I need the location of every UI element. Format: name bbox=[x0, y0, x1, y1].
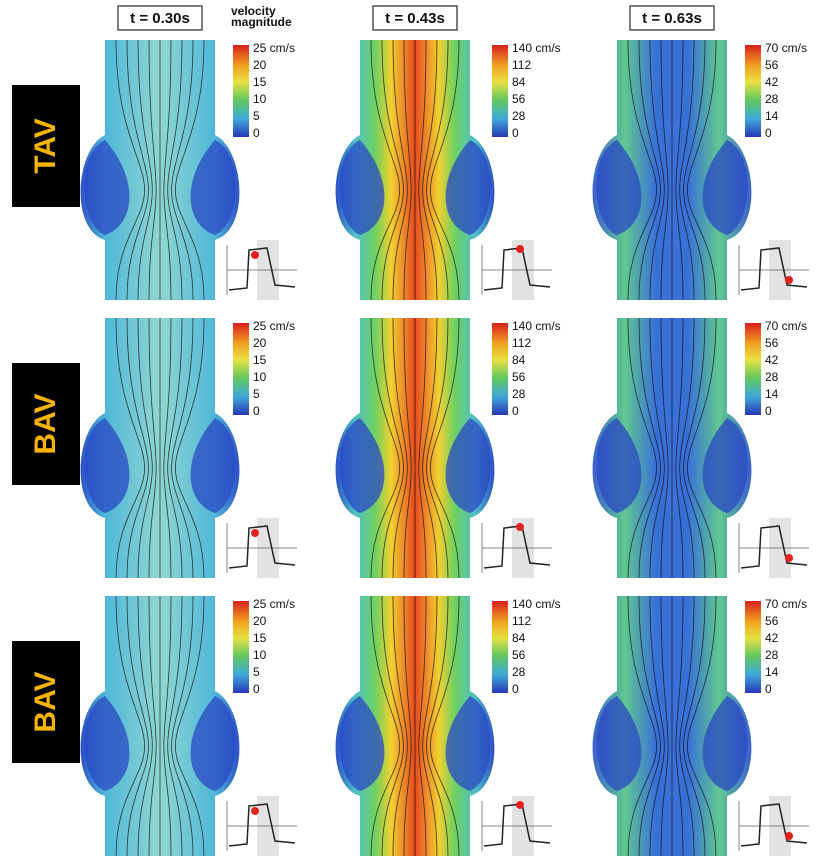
colorbar-tick: 0 bbox=[765, 404, 772, 418]
inset-marker bbox=[251, 529, 259, 537]
colorbar bbox=[233, 45, 249, 137]
column-header: t = 0.30s bbox=[130, 10, 190, 27]
colorbar-title: magnitude bbox=[231, 15, 292, 29]
colorbar-tick: 0 bbox=[512, 682, 519, 696]
inset-marker bbox=[785, 832, 793, 840]
colorbar-tick: 20 bbox=[253, 614, 267, 628]
colorbar-tick: 0 bbox=[765, 126, 772, 140]
colorbar bbox=[492, 601, 508, 693]
colorbar-tick: 25 cm/s bbox=[253, 597, 295, 611]
colorbar-tick: 0 bbox=[253, 126, 260, 140]
colorbar-tick: 10 bbox=[253, 92, 267, 106]
colorbar-tick: 10 bbox=[253, 370, 267, 384]
colorbar-tick: 5 bbox=[253, 665, 260, 679]
colorbar-tick: 28 bbox=[765, 648, 779, 662]
colorbar-tick: 14 bbox=[765, 109, 779, 123]
colorbar-tick: 56 bbox=[765, 58, 779, 72]
inset-marker bbox=[516, 245, 524, 253]
colorbar bbox=[745, 45, 761, 137]
column-header: t = 0.63s bbox=[642, 10, 702, 27]
colorbar-tick: 42 bbox=[765, 631, 779, 645]
inset-marker bbox=[516, 523, 524, 531]
colorbar-tick: 20 bbox=[253, 58, 267, 72]
colorbar-tick: 28 bbox=[512, 665, 526, 679]
colorbar-tick: 56 bbox=[765, 336, 779, 350]
colorbar bbox=[492, 323, 508, 415]
colorbar bbox=[233, 601, 249, 693]
colorbar-tick: 28 bbox=[765, 92, 779, 106]
inset-marker bbox=[516, 801, 524, 809]
colorbar bbox=[492, 45, 508, 137]
colorbar-tick: 14 bbox=[765, 387, 779, 401]
colorbar-tick: 112 bbox=[512, 336, 531, 350]
column-header: t = 0.43s bbox=[385, 10, 445, 27]
row-label: BAV bbox=[29, 393, 62, 454]
colorbar-tick: 56 bbox=[765, 614, 779, 628]
colorbar-tick: 0 bbox=[253, 404, 260, 418]
colorbar-tick: 56 bbox=[512, 370, 526, 384]
colorbar-tick: 15 bbox=[253, 631, 267, 645]
row-label: TAV bbox=[29, 118, 62, 174]
colorbar-tick: 25 cm/s bbox=[253, 319, 295, 333]
colorbar-tick: 56 bbox=[512, 648, 526, 662]
colorbar-tick: 25 cm/s bbox=[253, 41, 295, 55]
colorbar-tick: 84 bbox=[512, 631, 526, 645]
colorbar-tick: 0 bbox=[512, 126, 519, 140]
colorbar-tick: 14 bbox=[765, 665, 779, 679]
colorbar-tick: 0 bbox=[512, 404, 519, 418]
colorbar-tick: 15 bbox=[253, 353, 267, 367]
colorbar-tick: 140 cm/s bbox=[512, 41, 561, 55]
colorbar-tick: 20 bbox=[253, 336, 267, 350]
figure: t = 0.30st = 0.43st = 0.63svelocitymagni… bbox=[0, 0, 829, 856]
inset-marker bbox=[251, 807, 259, 815]
colorbar-tick: 42 bbox=[765, 75, 779, 89]
colorbar-tick: 70 cm/s bbox=[765, 319, 807, 333]
colorbar-tick: 70 cm/s bbox=[765, 597, 807, 611]
colorbar-tick: 28 bbox=[765, 370, 779, 384]
colorbar-tick: 70 cm/s bbox=[765, 41, 807, 55]
colorbar-tick: 56 bbox=[512, 92, 526, 106]
colorbar-tick: 140 cm/s bbox=[512, 597, 561, 611]
colorbar-tick: 112 bbox=[512, 614, 531, 628]
colorbar-tick: 15 bbox=[253, 75, 267, 89]
colorbar-tick: 28 bbox=[512, 109, 526, 123]
inset-marker bbox=[785, 276, 793, 284]
colorbar-tick: 0 bbox=[765, 682, 772, 696]
colorbar-tick: 0 bbox=[253, 682, 260, 696]
colorbar-tick: 5 bbox=[253, 109, 260, 123]
inset-marker bbox=[251, 251, 259, 259]
colorbar-tick: 84 bbox=[512, 353, 526, 367]
colorbar-tick: 42 bbox=[765, 353, 779, 367]
colorbar-tick: 84 bbox=[512, 75, 526, 89]
colorbar bbox=[745, 323, 761, 415]
inset-marker bbox=[785, 554, 793, 562]
colorbar bbox=[745, 601, 761, 693]
colorbar-tick: 28 bbox=[512, 387, 526, 401]
row-label: BAV bbox=[29, 671, 62, 732]
colorbar-tick: 10 bbox=[253, 648, 267, 662]
colorbar-tick: 5 bbox=[253, 387, 260, 401]
colorbar-tick: 140 cm/s bbox=[512, 319, 561, 333]
colorbar bbox=[233, 323, 249, 415]
colorbar-tick: 112 bbox=[512, 58, 531, 72]
